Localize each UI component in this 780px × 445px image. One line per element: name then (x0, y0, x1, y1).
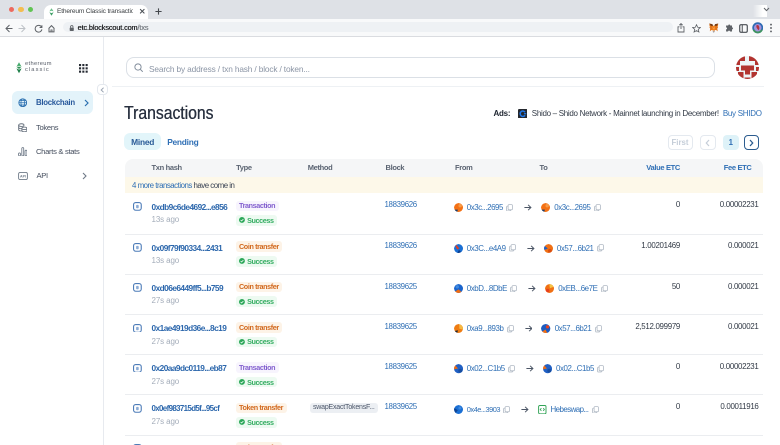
svg-text:API: API (20, 174, 26, 178)
